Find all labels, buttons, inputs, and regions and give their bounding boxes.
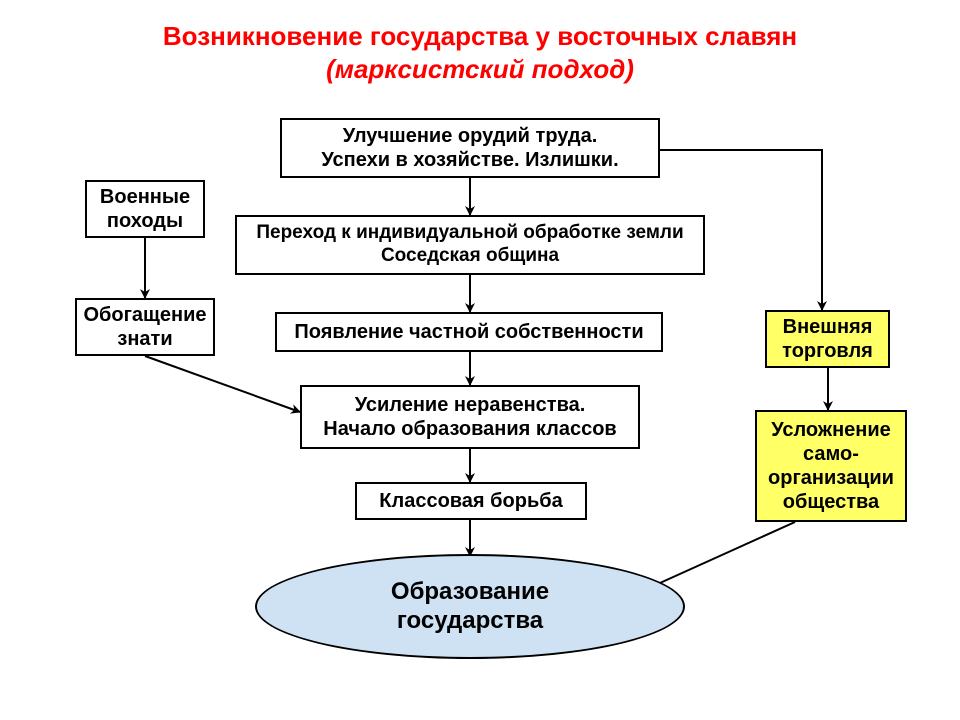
node-military-campaigns: Военныепоходы xyxy=(85,180,205,238)
title-line2: (марксистский подход) xyxy=(326,54,634,84)
node-individual-farming: Переход к индивидуальной обработке земли… xyxy=(235,215,705,275)
diagram-stage: Возникновение государства у восточных сл… xyxy=(0,0,960,720)
node-state-formation: Образованиегосударства xyxy=(255,554,685,659)
node-class-struggle: Классовая борьба xyxy=(355,482,587,520)
node-self-organization: Усложнениесамо-организацииобщества xyxy=(755,410,907,522)
node-foreign-trade: Внешняяторговля xyxy=(765,310,890,368)
node-text: Образованиегосударства xyxy=(391,578,549,636)
diagram-title: Возникновение государства у восточных сл… xyxy=(0,20,960,85)
node-text: Обогащениезнати xyxy=(83,303,206,351)
node-text: Усложнениесамо-организацииобщества xyxy=(768,418,894,514)
node-text: Переход к индивидуальной обработке земли… xyxy=(256,222,683,268)
node-text: Внешняяторговля xyxy=(782,315,873,363)
node-elite-enrichment: Обогащениезнати xyxy=(75,298,215,356)
node-text: Классовая борьба xyxy=(379,489,562,513)
title-line1: Возникновение государства у восточных сл… xyxy=(163,21,797,51)
node-text: Усиление неравенства.Начало образования … xyxy=(323,393,616,441)
node-tools-improvement: Улучшение орудий труда.Успехи в хозяйств… xyxy=(280,118,660,178)
node-inequality: Усиление неравенства.Начало образования … xyxy=(300,385,640,449)
node-text: Появление частной собственности xyxy=(294,320,643,344)
node-private-property: Появление частной собственности xyxy=(275,312,663,352)
node-text: Военныепоходы xyxy=(100,185,190,233)
node-text: Улучшение орудий труда.Успехи в хозяйств… xyxy=(321,124,618,172)
